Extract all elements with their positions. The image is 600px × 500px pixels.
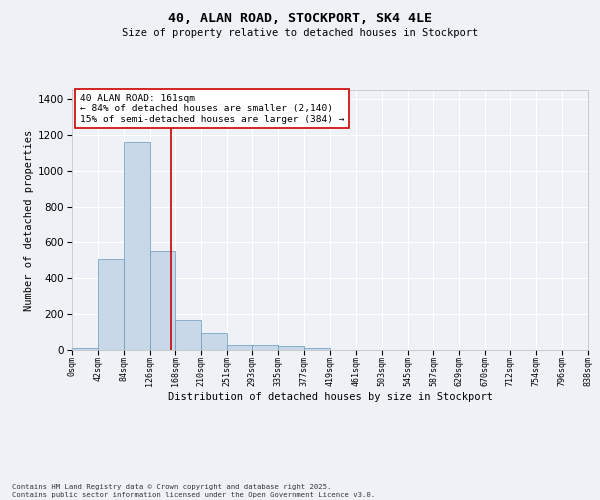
Bar [98,258,124,350]
Bar [175,320,202,350]
Bar [124,142,149,350]
Bar [304,348,330,350]
Bar [278,346,304,350]
Text: Size of property relative to detached houses in Stockport: Size of property relative to detached ho… [122,28,478,38]
Text: 40 ALAN ROAD: 161sqm
← 84% of detached houses are smaller (2,140)
15% of semi-de: 40 ALAN ROAD: 161sqm ← 84% of detached h… [80,94,344,124]
Bar [202,333,227,350]
X-axis label: Distribution of detached houses by size in Stockport: Distribution of detached houses by size … [167,392,493,402]
Bar [253,345,278,350]
Bar [149,252,175,350]
Text: 40, ALAN ROAD, STOCKPORT, SK4 4LE: 40, ALAN ROAD, STOCKPORT, SK4 4LE [168,12,432,26]
Bar [227,345,253,350]
Bar [72,348,98,350]
Y-axis label: Number of detached properties: Number of detached properties [24,130,34,310]
Text: Contains HM Land Registry data © Crown copyright and database right 2025.
Contai: Contains HM Land Registry data © Crown c… [12,484,375,498]
